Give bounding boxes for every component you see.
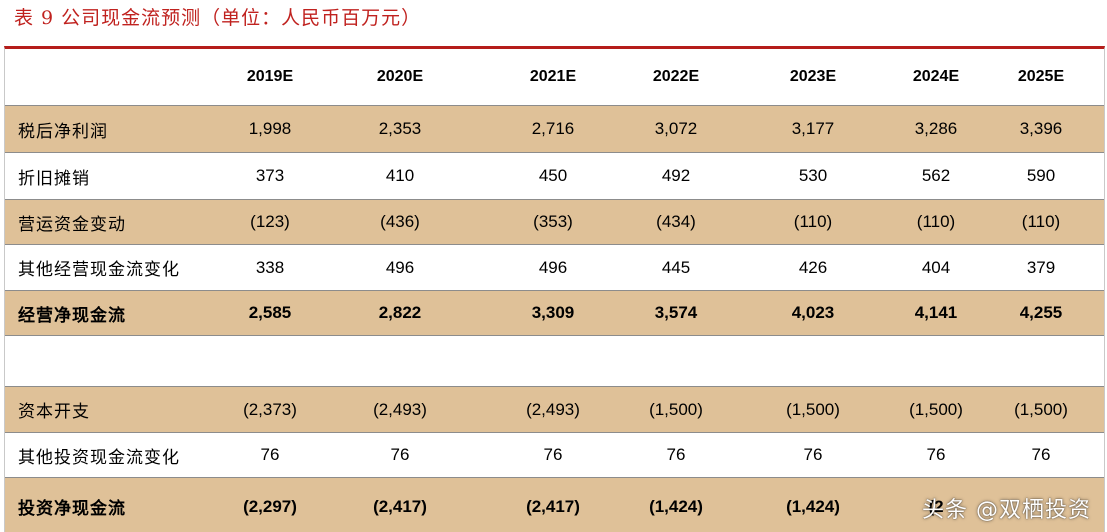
table-row: 营运资金变动 (123) (436) (353) (434) (110) (11… — [5, 200, 1104, 245]
table-cell: 2,353 — [378, 119, 422, 138]
table-cell: 496 — [538, 257, 568, 277]
table-cell: 3,309 — [531, 303, 575, 322]
table-cell: 373 — [255, 166, 285, 185]
table-cell: 76 — [390, 445, 410, 464]
table-cell: (2 — [928, 496, 944, 516]
table-row: 资本开支 (2,373) (2,493) (2,493) (1,500) (1,… — [5, 387, 1104, 433]
table-cell: 590 — [1026, 166, 1056, 185]
column-header: 2020E — [376, 68, 424, 85]
table-cell: 76 — [926, 445, 946, 464]
table-cell: (110) — [793, 212, 833, 231]
table-cell: (1,424) — [786, 496, 840, 516]
table-cell: 2,716 — [531, 119, 575, 138]
table-cell: 3,286 — [914, 119, 958, 138]
table-cell: 2,585 — [248, 303, 292, 322]
table-row-total: 投资净现金流 (2,297) (2,417) (2,417) (1,424) (… — [5, 478, 1104, 532]
table-header-row: 2019E 2020E 2021E 2022E 2023E 2024E 2025… — [5, 49, 1104, 106]
row-label: 投资净现金流 — [18, 499, 126, 519]
table-row-total: 经营净现金流 2,585 2,822 3,309 3,574 4,023 4,1… — [5, 291, 1104, 336]
watermark: 头条 @双栖投资 — [922, 498, 1091, 523]
table-cell: (1,500) — [786, 399, 840, 419]
table-row: 其他经营现金流变化 338 496 496 445 426 404 379 — [5, 245, 1104, 291]
table-cell: 4,023 — [791, 303, 835, 322]
column-header: 2019E — [246, 68, 294, 85]
table-cell: 76 — [666, 445, 686, 464]
cash-flow-table: 2019E 2020E 2021E 2022E 2023E 2024E 2025… — [4, 46, 1105, 532]
table-cell: (2,417) — [373, 496, 427, 516]
table-cell: (2,373) — [243, 399, 297, 419]
table-spacer-row — [5, 336, 1104, 387]
column-header: 2024E — [912, 68, 960, 85]
table-cell: 410 — [385, 166, 415, 185]
table-cell: 3,072 — [654, 119, 698, 138]
table-cell: 1,998 — [248, 119, 292, 138]
table-cell: (434) — [656, 212, 696, 231]
row-label: 折旧摊销 — [18, 168, 90, 189]
table-cell: 492 — [661, 166, 691, 185]
table-row: 其他投资现金流变化 76 76 76 76 76 76 76 — [5, 433, 1104, 478]
table-cell: 404 — [921, 257, 951, 277]
table-cell: 76 — [543, 445, 563, 464]
table-cell: 2,822 — [378, 303, 422, 322]
table-cell: 76 — [1031, 445, 1051, 464]
table-cell: 76 — [260, 445, 280, 464]
table-cell: 562 — [921, 166, 951, 185]
table-cell: 426 — [798, 257, 828, 277]
table-cell: (1,500) — [1014, 399, 1068, 419]
table-cell: (1,500) — [909, 399, 963, 419]
table-cell: 496 — [385, 257, 415, 277]
table-title: 表 9 公司现金流预测（单位：人民币百万元） — [14, 7, 422, 29]
table-cell: (110) — [1021, 212, 1061, 231]
row-label: 其他投资现金流变化 — [18, 447, 180, 468]
table-cell: 3,177 — [791, 119, 835, 138]
table-cell: 4,141 — [914, 303, 958, 322]
table-cell: 76 — [803, 445, 823, 464]
table-cell: (123) — [250, 212, 290, 231]
table-cell: (436) — [380, 212, 420, 231]
column-header: 2021E — [529, 68, 577, 85]
table-cell: (1,424) — [649, 496, 703, 516]
table-row: 折旧摊销 373 410 450 492 530 562 590 — [5, 153, 1104, 200]
table-cell: 445 — [661, 257, 691, 277]
row-label: 资本开支 — [18, 402, 90, 422]
table-cell: 3,396 — [1019, 119, 1063, 138]
table-cell: (353) — [533, 212, 573, 231]
column-header: 2023E — [789, 68, 837, 85]
table-cell: (2,297) — [243, 496, 297, 516]
row-label: 营运资金变动 — [18, 214, 126, 235]
row-label: 其他经营现金流变化 — [18, 260, 180, 280]
table-cell: (2,493) — [373, 399, 427, 419]
column-header: 2022E — [652, 68, 700, 85]
table-cell: 3,574 — [654, 303, 698, 322]
table-cell: 530 — [798, 166, 828, 185]
table-cell: (1,500) — [649, 399, 703, 419]
row-label: 税后净利润 — [18, 121, 108, 142]
table-cell: (2,417) — [526, 496, 580, 516]
column-header: 2025E — [1017, 68, 1065, 85]
table-row: 税后净利润 1,998 2,353 2,716 3,072 3,177 3,28… — [5, 106, 1104, 153]
table-cell: 450 — [538, 166, 568, 185]
row-label: 经营净现金流 — [18, 305, 126, 326]
table-cell: (110) — [916, 212, 956, 231]
table-cell: 379 — [1026, 257, 1056, 277]
table-cell: 338 — [255, 257, 285, 277]
table-cell: (2,493) — [526, 399, 580, 419]
table-cell: 4,255 — [1019, 303, 1063, 322]
